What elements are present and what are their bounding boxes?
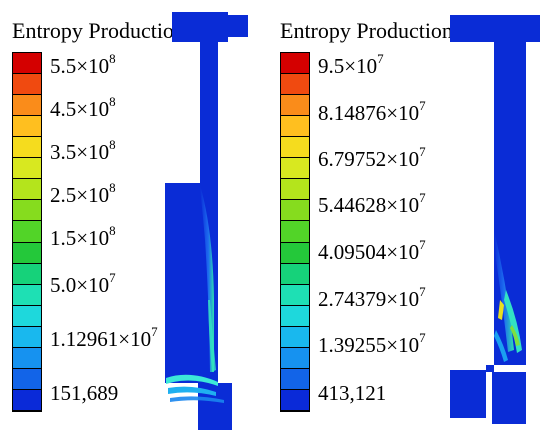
color-swatch [13, 200, 41, 222]
color-swatch [281, 368, 309, 390]
hotspot-streak [494, 330, 508, 362]
color-swatch [281, 200, 309, 222]
color-swatch [281, 389, 309, 411]
legend-label: 4.09504×107 [318, 237, 426, 264]
hotspot-bottom [166, 374, 218, 386]
hotspot-bottom [168, 386, 216, 396]
panel-right: Entropy Production 9.5×107 8.14876×107 6… [268, 0, 550, 435]
color-swatch [281, 305, 309, 327]
hotspot-streak [208, 300, 216, 372]
legend-label: 3.5×108 [50, 137, 116, 164]
color-swatch [281, 263, 309, 285]
panel-left: Entropy Production 5.5×108 4.5×108 3.5×1… [0, 0, 270, 435]
legend-label: 4.5×108 [50, 94, 116, 121]
color-swatch [281, 242, 309, 264]
bottom-step [492, 372, 526, 424]
color-swatch [281, 158, 309, 180]
color-swatch [13, 263, 41, 285]
legend-label: 9.5×107 [318, 51, 384, 78]
color-swatch [13, 53, 41, 75]
legend-label: 1.39255×107 [318, 330, 426, 357]
color-legend [12, 52, 42, 412]
color-swatch [13, 116, 41, 138]
color-swatch [13, 389, 41, 411]
bottom-step [450, 370, 486, 418]
hotspot-streak [498, 300, 504, 320]
color-swatch [281, 221, 309, 243]
color-swatch [13, 347, 41, 369]
color-swatch [281, 53, 309, 75]
color-swatch [13, 179, 41, 201]
color-swatch [13, 368, 41, 390]
color-swatch [13, 326, 41, 348]
color-swatch [13, 95, 41, 117]
color-swatch [13, 74, 41, 96]
color-swatch [13, 137, 41, 159]
legend-label: 1.12961×107 [50, 324, 158, 351]
color-legend [280, 52, 310, 412]
legend-title: Entropy Production [12, 18, 185, 43]
legend-label: 2.5×108 [50, 180, 116, 207]
color-swatch [281, 347, 309, 369]
legend-label: 413,121 [318, 381, 387, 405]
legend-label: 2.74379×107 [318, 284, 426, 311]
color-swatch [13, 284, 41, 306]
color-swatch [13, 158, 41, 180]
top-step [172, 12, 228, 42]
color-swatch [281, 326, 309, 348]
color-swatch [13, 221, 41, 243]
legend-label: 5.44628×107 [318, 190, 426, 217]
color-swatch [281, 116, 309, 138]
hotspot-streak [510, 325, 520, 346]
domain-region [450, 15, 540, 418]
legend-label: 6.79752×107 [318, 144, 426, 171]
flow-field-right [450, 15, 540, 424]
legend-title: Entropy Production [280, 18, 453, 43]
color-swatch [281, 137, 309, 159]
legend-label: 8.14876×107 [318, 98, 426, 125]
color-swatch [281, 284, 309, 306]
flow-field-left [165, 12, 248, 430]
color-swatch [13, 305, 41, 327]
hotspot-bottom [170, 396, 224, 403]
hotspot-streak [494, 230, 514, 352]
color-swatch [281, 74, 309, 96]
legend-label: 5.0×107 [50, 270, 116, 297]
legend-label: 5.5×108 [50, 51, 116, 78]
color-swatch [13, 242, 41, 264]
legend-label: 1.5×108 [50, 223, 116, 250]
color-swatch [281, 179, 309, 201]
color-swatch [281, 95, 309, 117]
legend-label: 151,689 [50, 381, 119, 405]
